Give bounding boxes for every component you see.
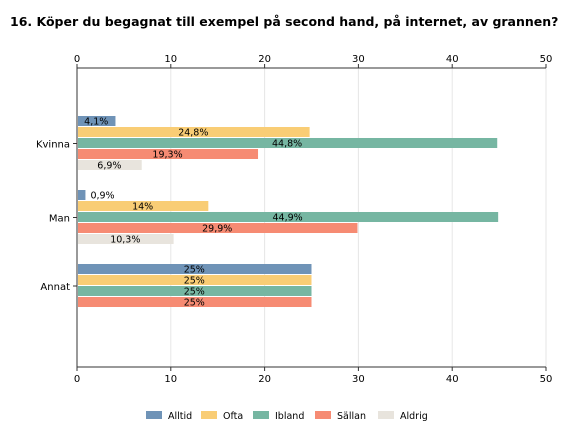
bar — [78, 264, 312, 274]
bar — [78, 160, 142, 170]
x-tick-label-bottom: 50 — [540, 374, 553, 385]
bar — [78, 223, 358, 233]
bar — [78, 149, 259, 159]
data-label: 44,8% — [272, 139, 302, 150]
legend-label: Alltid — [168, 411, 192, 422]
legend-swatch — [253, 411, 269, 419]
data-label: 19,3% — [152, 150, 182, 161]
bar — [78, 201, 209, 211]
data-label: 25% — [184, 298, 205, 309]
data-labels: 4,1% 24,8% 44,8% 19,3% 6,9% 0,9% 14% 44,9% 29,9%… — [84, 117, 303, 309]
legend: Alltid Ofta Ibland Sällan Aldrig — [146, 411, 428, 422]
data-label: 14% — [132, 202, 153, 213]
data-label: 4,1% — [84, 117, 108, 128]
bars — [78, 116, 499, 307]
x-tick-label-top: 30 — [352, 54, 365, 65]
data-label: 25% — [184, 265, 205, 276]
chart-title: 16. Köper du begagnat till exempel på se… — [10, 14, 559, 29]
x-tick-label-bottom: 30 — [352, 374, 365, 385]
data-label: 44,9% — [272, 213, 302, 224]
data-label: 6,9% — [97, 161, 121, 172]
legend-label: Ofta — [223, 411, 243, 422]
legend-swatch — [146, 411, 162, 419]
x-tick-label-bottom: 20 — [258, 374, 271, 385]
bar — [78, 212, 499, 222]
data-label: 25% — [184, 287, 205, 298]
bar — [78, 138, 498, 148]
axes: 0 0 10 10 20 20 30 30 40 40 50 50 Kvinna Man Annat — [36, 54, 552, 385]
category-label: Man — [49, 214, 70, 225]
legend-swatch — [315, 411, 331, 419]
legend-swatch — [378, 411, 394, 419]
category-label: Annat — [40, 282, 70, 293]
data-label: 0,9% — [90, 191, 114, 202]
data-label: 29,9% — [202, 224, 232, 235]
data-label: 25% — [184, 276, 205, 287]
bar — [78, 116, 116, 126]
x-tick-label-top: 50 — [540, 54, 553, 65]
bar — [78, 286, 312, 296]
bar — [78, 127, 310, 137]
data-label: 10,3% — [110, 235, 140, 246]
bar — [78, 297, 312, 307]
x-tick-label-bottom: 0 — [74, 374, 80, 385]
x-tick-label-top: 40 — [446, 54, 459, 65]
legend-label: Ibland — [275, 411, 304, 422]
legend-swatch — [201, 411, 217, 419]
legend-label: Sällan — [337, 411, 366, 422]
bar — [78, 234, 174, 244]
bar — [78, 275, 312, 285]
bar — [78, 190, 86, 200]
category-label: Kvinna — [36, 140, 70, 151]
x-tick-label-bottom: 40 — [446, 374, 459, 385]
data-label: 24,8% — [178, 128, 208, 139]
x-tick-label-bottom: 10 — [164, 374, 177, 385]
x-tick-label-top: 10 — [164, 54, 177, 65]
x-tick-label-top: 0 — [74, 54, 80, 65]
legend-label: Aldrig — [400, 411, 428, 422]
x-tick-label-top: 20 — [258, 54, 271, 65]
